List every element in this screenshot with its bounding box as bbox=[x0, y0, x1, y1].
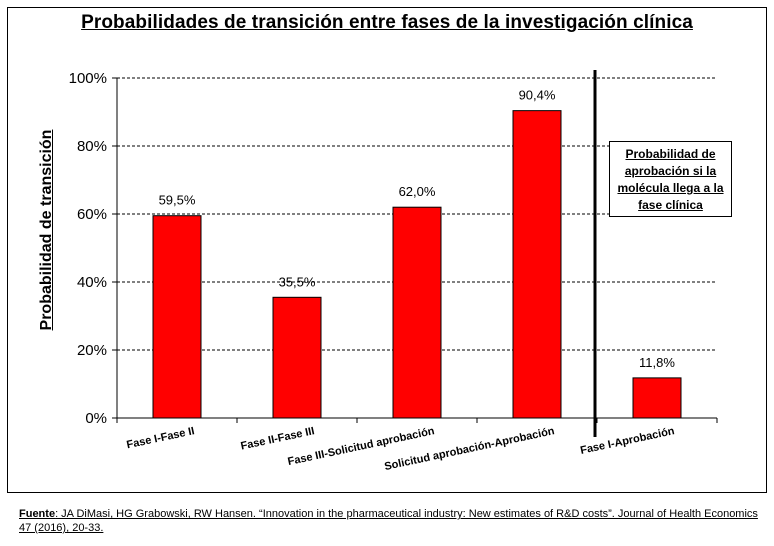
source-note: Fuente: JA DiMasi, HG Grabowski, RW Hans… bbox=[19, 507, 759, 535]
x-tick-label: Fase II-Fase III bbox=[240, 425, 316, 452]
y-tick-label: 60% bbox=[77, 206, 107, 223]
bar bbox=[152, 215, 202, 419]
data-label: 90,4% bbox=[519, 88, 556, 103]
bar bbox=[512, 110, 562, 419]
y-tick-label: 0% bbox=[85, 410, 107, 427]
source-label: Fuente bbox=[19, 508, 56, 520]
y-axis-label: Probabilidad de transición bbox=[38, 129, 55, 331]
data-label: 35,5% bbox=[279, 274, 316, 289]
x-tick-label: Fase I-Fase II bbox=[126, 425, 196, 451]
data-label: 11,8% bbox=[639, 355, 675, 370]
y-tick-label: 100% bbox=[69, 70, 107, 87]
source-text: : JA DiMasi, HG Grabowski, RW Hansen. “I… bbox=[19, 508, 758, 534]
bar bbox=[632, 377, 682, 419]
annotation-box: Probabilidad de aprobación si la molécul… bbox=[609, 141, 732, 217]
chart-title: Probabilidades de transición entre fases… bbox=[81, 12, 693, 33]
y-tick-label: 80% bbox=[77, 138, 107, 155]
data-label: 59,5% bbox=[159, 193, 196, 208]
bar bbox=[272, 296, 322, 419]
y-tick-label: 20% bbox=[77, 342, 107, 359]
bar bbox=[392, 206, 442, 419]
y-tick-label: 40% bbox=[77, 274, 107, 291]
data-label: 62,0% bbox=[399, 184, 436, 199]
